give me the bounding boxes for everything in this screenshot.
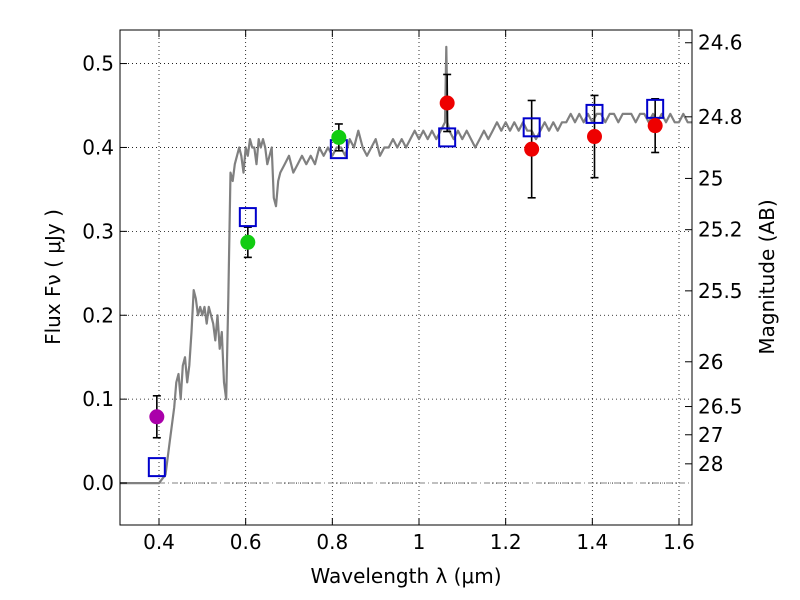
x-tick-label: 0.8	[316, 530, 348, 554]
model-flux-square	[238, 207, 257, 228]
y-tick-label: 0.4	[82, 135, 114, 159]
plot-frame	[120, 30, 692, 525]
x-tick-label: 0.6	[230, 530, 262, 554]
right-axis-label: Magnitude (AB)	[755, 199, 779, 354]
model-flux-square	[438, 127, 457, 148]
y-tick-label: 0.2	[82, 303, 114, 327]
observed-flux-point	[439, 95, 455, 111]
x-tick-label: 1.4	[576, 530, 608, 554]
mag-tick-label: 26	[698, 350, 723, 374]
x-tick-label: 0.4	[143, 530, 175, 554]
x-tick-label: 1.2	[490, 530, 522, 554]
model-flux-square	[147, 457, 166, 478]
mag-tick-label: 25.5	[698, 279, 743, 303]
model-flux-square	[522, 117, 541, 138]
y-tick-label: 0.3	[82, 219, 114, 243]
observed-flux-point	[149, 409, 165, 425]
y-tick-label: 0.1	[82, 387, 114, 411]
observed-flux-point	[331, 129, 347, 145]
x-tick-label: 1	[413, 530, 426, 554]
model-spectrum-line	[120, 45, 692, 485]
plot-border	[119, 29, 693, 526]
y-tick-label: 0.5	[82, 52, 114, 76]
axes: 0.4 0.6 0.8 1 1.2 1.4 1.6 0.0 0.1 0.2 0.3 0.4 0.5 24.…	[82, 30, 743, 554]
mag-tick-label: 25	[698, 166, 723, 190]
model-flux-square	[585, 103, 604, 124]
mag-tick-label: 28	[698, 452, 723, 476]
mag-tick-label: 26.5	[698, 395, 743, 419]
observed-flux-point	[240, 234, 256, 250]
mag-tick-label: 25.2	[698, 218, 743, 242]
observed-flux-point	[647, 118, 663, 134]
model-flux-square	[646, 98, 665, 119]
data-series	[120, 45, 692, 485]
mag-tick-label: 27	[698, 423, 723, 447]
observed-flux-point	[587, 129, 602, 145]
y-axis-label: Flux Fν ( μJy )	[41, 209, 65, 345]
x-axis-label: Wavelength λ (μm)	[310, 564, 501, 588]
y-tick-label: 0.0	[82, 471, 114, 495]
grid	[120, 30, 692, 525]
x-tick-label: 1.6	[663, 530, 695, 554]
mag-tick-label: 24.8	[698, 105, 743, 129]
mag-tick-label: 24.6	[698, 31, 743, 55]
observed-flux-point	[524, 141, 540, 157]
